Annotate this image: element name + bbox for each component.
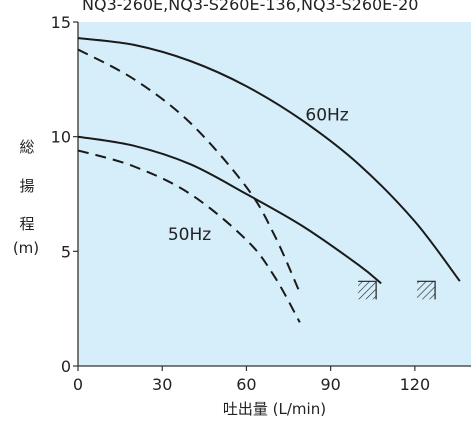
shaft-power-curve	[78, 149, 301, 323]
y-axis-title-char: 程	[19, 215, 34, 233]
y-tick-label: 10	[51, 128, 71, 147]
curves-group	[78, 37, 461, 323]
x-tick-label: 120	[400, 375, 431, 394]
curve-label-60hz: 60Hz	[305, 106, 348, 126]
shaft-power-curve	[78, 48, 301, 294]
x-tick-label: 90	[320, 375, 340, 394]
plot-area	[78, 22, 471, 366]
x-tick-label: 0	[73, 375, 83, 394]
hatch-marker	[417, 281, 436, 300]
curve-label-50hz: 50Hz	[168, 225, 211, 245]
y-tick-label: 0	[61, 357, 71, 376]
hatch-marker	[358, 281, 377, 300]
head-curve-50hz	[78, 135, 382, 285]
x-axis-title: 吐出量 (L/min)	[223, 400, 326, 418]
y-axis-title-char: 総	[19, 138, 34, 156]
hatch-marker-border	[417, 280, 436, 300]
y-tick-label: 15	[51, 13, 71, 32]
x-tick-label: 60	[236, 375, 256, 394]
y-tick-label: 5	[61, 242, 71, 261]
header-model-text: NQ3-260E,NQ3-S260E-136,NQ3-S260E-20	[82, 0, 418, 14]
head-curve-60hz	[78, 37, 461, 282]
x-tick-label: 30	[152, 375, 172, 394]
hatch-marker-border	[358, 280, 377, 300]
y-axis-title-char: 揚	[19, 177, 34, 195]
y-axis-title-char: (m)	[13, 239, 39, 257]
